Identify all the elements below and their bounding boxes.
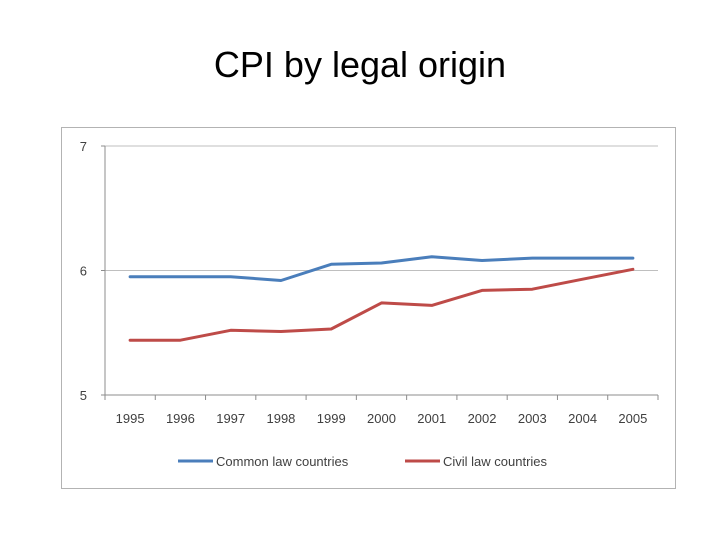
y-tick-label: 5 xyxy=(80,388,87,403)
x-tick-label: 1995 xyxy=(116,411,145,426)
legend-label: Civil law countries xyxy=(443,454,548,469)
y-tick-label: 7 xyxy=(80,139,87,154)
x-tick-label: 1999 xyxy=(317,411,346,426)
y-tick-label: 6 xyxy=(80,264,87,279)
slide-title: CPI by legal origin xyxy=(213,44,507,85)
x-tick-label: 1997 xyxy=(216,411,245,426)
line-chart: 5 6 7 1995 1996 1997 1998 1999 2000 2001 2002 2003 2… xyxy=(80,139,659,469)
x-tick-label: 1996 xyxy=(166,411,195,426)
x-tick-label: 2005 xyxy=(618,411,647,426)
legend-label: Common law countries xyxy=(216,454,349,469)
series-line-common-law xyxy=(128,255,635,282)
series-line-civil-law xyxy=(128,267,635,342)
x-tick-label: 1998 xyxy=(266,411,295,426)
x-tick-label: 2002 xyxy=(468,411,497,426)
x-tick-label: 2004 xyxy=(568,411,597,426)
x-tick-label: 2003 xyxy=(518,411,547,426)
x-tick-label: 2000 xyxy=(367,411,396,426)
x-tick-label: 2001 xyxy=(417,411,446,426)
chart-area: 5 6 7 1995 1996 1997 1998 1999 2000 2001 2002 2003 2… xyxy=(61,127,676,489)
